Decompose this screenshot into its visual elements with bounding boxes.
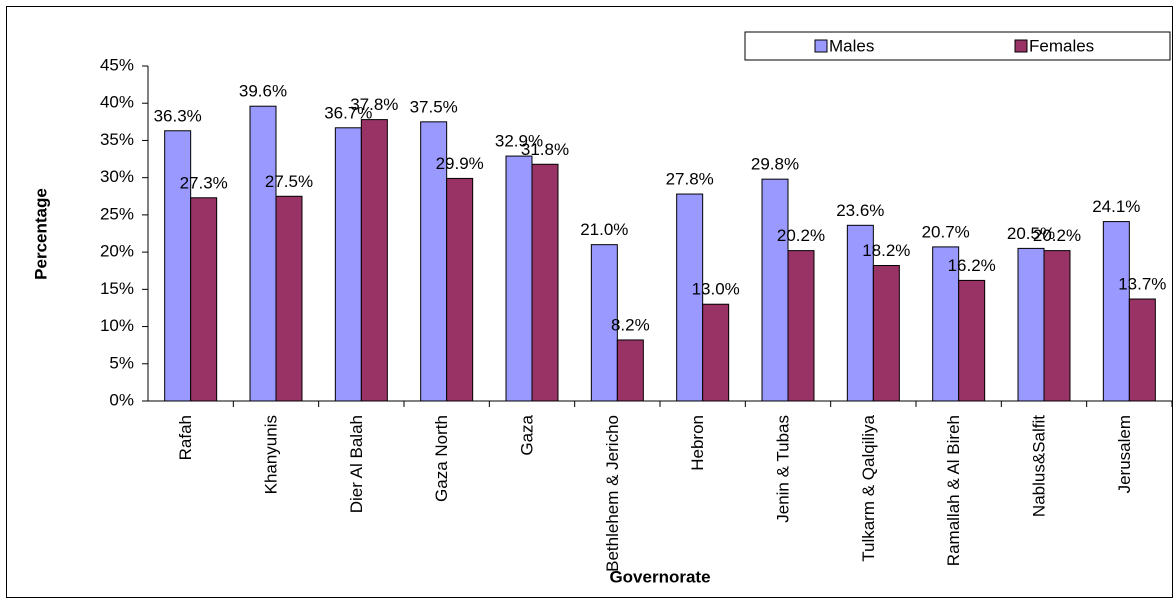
- bar: [360, 119, 388, 402]
- y-tick-label: 20%: [100, 242, 134, 261]
- x-tick-label: Bethlehem & Jericho: [603, 415, 622, 572]
- legend-swatch: [814, 39, 828, 53]
- bar: [932, 246, 960, 402]
- chart-frame: [6, 6, 1173, 598]
- x-axis-title: Governorate: [609, 567, 710, 586]
- x-tick-label: Khanyunis: [261, 415, 280, 494]
- x-tick-label: Jerusalem: [1115, 415, 1134, 493]
- bar: [249, 105, 277, 402]
- bar: [446, 177, 474, 402]
- value-label: 20.7%: [922, 222, 970, 241]
- y-tick-label: 45%: [100, 55, 134, 74]
- x-tick-label: Jenin & Tubas: [773, 415, 792, 523]
- value-label: 27.3%: [180, 173, 228, 192]
- bar: [958, 279, 986, 402]
- x-tick-label: Tulkarm & Qalqiliya: [859, 414, 878, 561]
- y-tick-label: 35%: [100, 130, 134, 149]
- y-tick-label: 40%: [100, 93, 134, 112]
- x-tick-label: Nablus&Salfit: [1029, 415, 1048, 517]
- y-tick-label: 25%: [100, 204, 134, 223]
- bar: [275, 195, 303, 402]
- value-label: 21.0%: [580, 220, 628, 239]
- y-tick-label: 30%: [100, 167, 134, 186]
- y-tick-label: 15%: [100, 279, 134, 298]
- value-label: 18.2%: [862, 241, 910, 260]
- value-label: 20.2%: [1033, 226, 1081, 245]
- bar: [334, 127, 362, 402]
- x-tick-label: Rafah: [176, 415, 195, 460]
- x-tick-label: Hebron: [688, 415, 707, 471]
- bar: [590, 244, 618, 402]
- x-tick-label: Gaza: [517, 414, 536, 455]
- legend-box: [744, 31, 1171, 61]
- value-label: 20.5%: [1007, 224, 1055, 243]
- value-label: 27.5%: [265, 172, 313, 191]
- bar: [1128, 298, 1156, 402]
- bar: [761, 178, 789, 402]
- legend-swatch: [1014, 39, 1028, 53]
- value-label: 13.0%: [692, 280, 740, 299]
- value-label: 24.1%: [1092, 197, 1140, 216]
- legend-label: Males: [829, 36, 874, 55]
- y-tick-label: 10%: [100, 316, 134, 335]
- value-label: 36.3%: [154, 106, 202, 125]
- value-label: 31.8%: [521, 140, 569, 159]
- bar: [872, 265, 900, 402]
- bar: [420, 121, 448, 402]
- bar: [702, 303, 730, 402]
- bar: [164, 130, 192, 402]
- x-tick-label: Gaza North: [432, 415, 451, 502]
- bar: [616, 339, 644, 402]
- bar: [190, 197, 218, 402]
- bar: [1102, 221, 1130, 402]
- y-tick-label: 0%: [109, 390, 134, 409]
- value-label: 13.7%: [1118, 274, 1166, 293]
- value-label: 36.7%: [324, 103, 372, 122]
- value-label: 39.6%: [239, 82, 287, 101]
- value-label: 29.8%: [751, 155, 799, 174]
- value-label: 37.8%: [350, 95, 398, 114]
- value-label: 16.2%: [948, 256, 996, 275]
- legend-label: Females: [1029, 36, 1094, 55]
- bar: [505, 155, 533, 402]
- value-label: 8.2%: [611, 315, 650, 334]
- y-tick-label: 5%: [109, 353, 134, 372]
- bar: [1017, 247, 1045, 402]
- value-label: 32.9%: [495, 132, 543, 151]
- bar: [676, 193, 704, 402]
- x-tick-label: Dier Al Balah: [347, 415, 366, 513]
- bar: [787, 250, 815, 402]
- y-axis-title: Percentage: [31, 188, 50, 280]
- value-label: 27.8%: [666, 170, 714, 189]
- value-label: 20.2%: [777, 226, 825, 245]
- value-label: 37.5%: [410, 97, 458, 116]
- bar: [1043, 250, 1071, 402]
- x-tick-label: Ramallah & Al Bireh: [944, 415, 963, 566]
- value-label: 29.9%: [436, 154, 484, 173]
- bar: [531, 163, 559, 402]
- value-label: 23.6%: [836, 201, 884, 220]
